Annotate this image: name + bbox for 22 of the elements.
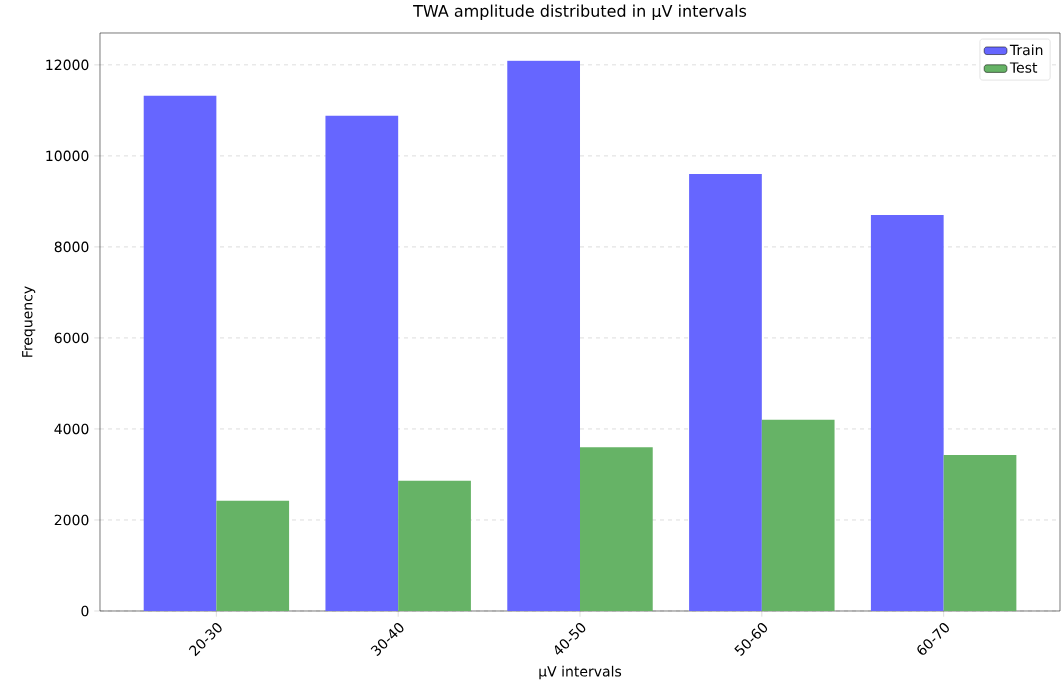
y-tick-label: 8000 bbox=[54, 241, 89, 253]
bar bbox=[143, 95, 217, 611]
bar bbox=[325, 115, 399, 611]
bar bbox=[870, 215, 944, 611]
x-axis-title: µV intervals bbox=[539, 665, 622, 680]
bar bbox=[761, 419, 835, 611]
bar bbox=[507, 60, 580, 611]
y-tick-label: 10000 bbox=[46, 150, 89, 162]
chart-title: TWA amplitude distributed in µV intervals bbox=[413, 4, 747, 21]
bar bbox=[398, 480, 471, 611]
legend-label: Test bbox=[1009, 62, 1038, 73]
y-tick-label: 12000 bbox=[46, 59, 89, 71]
y-axis-title: Frequency bbox=[22, 286, 36, 357]
y-tick-label: 4000 bbox=[54, 423, 89, 435]
y-tick-label: 6000 bbox=[54, 332, 89, 344]
bar bbox=[216, 500, 290, 611]
bar bbox=[689, 174, 762, 611]
y-tick-label: 2000 bbox=[54, 514, 89, 526]
y-tick-label: 0 bbox=[81, 605, 89, 617]
legend-label: Train bbox=[1009, 44, 1043, 56]
bar bbox=[943, 454, 1017, 611]
bar bbox=[580, 447, 653, 611]
